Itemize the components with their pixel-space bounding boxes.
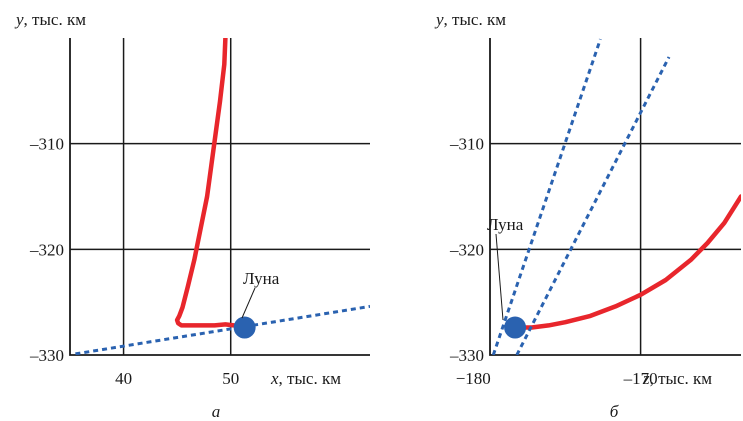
y-axis-label-b: y, тыс. км [434,10,506,29]
x-tick-label-a-0: 40 [115,369,132,388]
x-tick-label-b-0: −180 [456,369,491,388]
moon-callout-line-b [495,233,504,321]
moon-marker-a [233,316,256,339]
axes-frame-a [69,38,370,356]
moon-label-a: Луна [243,269,280,288]
y-axis-label-a: y, тыс. км [14,10,86,29]
y-tick-label-b-1: –320 [449,240,484,259]
axes-frame-b [489,38,741,356]
x-axis-label-b: z, тыс. км [642,369,712,388]
y-tick-label-a-1: –320 [29,240,64,259]
y-tick-label-b-2: –330 [449,346,484,365]
x-tick-label-b-1: –170 [623,369,658,388]
panel-a: 40 50 –310 –320 –330 Луна y, тыс. км x, тыс.… [14,10,370,421]
panel-label-b: б [610,402,619,421]
dashed-line-b-2 [515,56,671,355]
panel-label-a: а [212,402,221,421]
moon-label-b: Луна [487,215,524,234]
x-tick-label-a-1: 50 [222,369,239,388]
y-tick-label-b-0: –310 [449,135,484,154]
moon-marker-b [504,316,527,339]
panel-b: −180 –170 –310 –320 –330 Луна y, тыс. км z, … [434,10,741,421]
x-axis-label-a: x, тыс. км [270,369,341,388]
y-tick-label-a-0: –310 [29,135,64,154]
dashed-line-b-1 [491,38,602,355]
trajectory-line-a-0 [174,38,237,328]
moon-callout-line-a [241,287,256,319]
y-tick-label-a-2: –330 [29,346,64,365]
trajectory-line-b-0 [512,194,741,330]
dashed-line-a-1 [75,304,370,355]
